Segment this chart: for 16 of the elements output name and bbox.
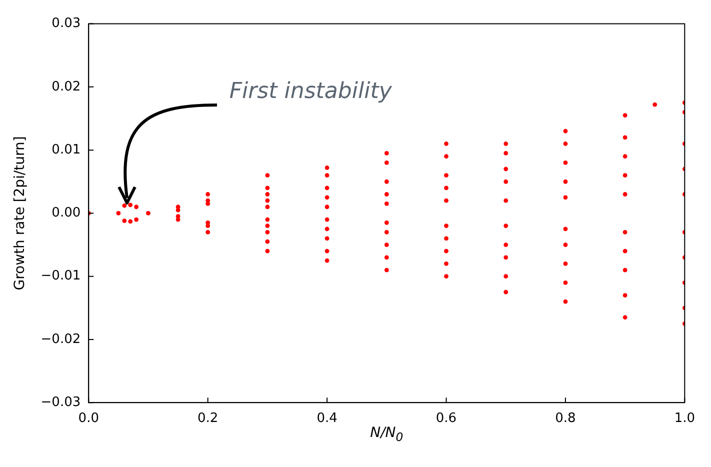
y-tick-label: 0.00 (52, 206, 81, 221)
annotation: First instability (229, 78, 392, 104)
y-tick-label: 0.01 (52, 142, 81, 158)
y-axis-title: Growth rate [2pi/turn] (12, 136, 28, 290)
x-tick-label: 0.2 (198, 410, 218, 426)
x-axis-title: N/N$_{0}$ (369, 424, 404, 444)
y-tick-label: −0.02 (40, 332, 81, 347)
x-tick-label: 0.6 (436, 410, 457, 426)
y-tick-label: −0.03 (40, 394, 81, 410)
x-tick-label: 0.4 (316, 410, 338, 426)
x-tick-label: 1.0 (674, 410, 696, 426)
y-tick-label: 0.02 (52, 79, 81, 94)
y-tick-label: 0.03 (52, 16, 81, 32)
y-tick-label: −0.01 (40, 268, 81, 284)
x-tick-label: 0.0 (78, 410, 99, 426)
x-tick-label: 0.8 (555, 410, 576, 426)
